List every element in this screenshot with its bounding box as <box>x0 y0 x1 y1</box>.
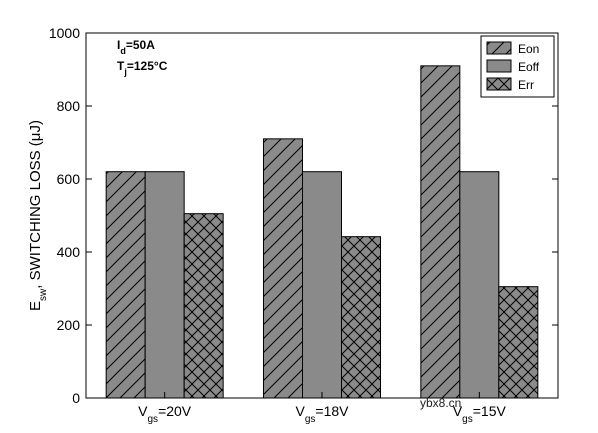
y-tick-label: 1000 <box>49 25 80 41</box>
y-tick-label: 400 <box>57 244 81 260</box>
y-axis-title: Esw, SWITCHING LOSS (μJ) <box>27 120 49 311</box>
x-tick-label: Vgs=20V <box>138 403 192 425</box>
y-axis: 0 200 400 600 800 1000 <box>49 25 558 406</box>
bar-eon-1 <box>105 171 146 399</box>
legend-swatch-eon <box>486 41 512 55</box>
x-tick-label: Vgs=15V <box>453 403 507 425</box>
annotation-temperature-main: T <box>117 59 125 73</box>
x-tick-label-tail: =20V <box>158 403 192 419</box>
y-tick-label: 0 <box>72 390 80 406</box>
bar-err-1 <box>183 213 224 399</box>
y-axis-title-main: E <box>27 301 44 311</box>
x-tick-label-sub: gs <box>305 414 316 425</box>
legend-swatch-err <box>486 77 512 91</box>
x-tick-label-tail: =15V <box>473 403 507 419</box>
legend-label-err: Err <box>518 78 534 92</box>
legend-label-eoff: Eoff <box>518 60 540 74</box>
x-tick-label-main: V <box>296 403 306 419</box>
legend: Eon Eoff Err <box>480 35 555 98</box>
y-tick-label: 800 <box>57 98 81 114</box>
bars <box>105 65 539 399</box>
bar-err-3 <box>498 286 539 399</box>
x-tick-label: Vgs=18V <box>296 403 350 425</box>
y-tick-label: 600 <box>57 171 81 187</box>
bar-eoff-1 <box>144 171 185 399</box>
x-tick-label-sub: gs <box>148 414 159 425</box>
x-tick-label-main: V <box>138 403 148 419</box>
annotation-temperature: Tj=125°C <box>117 59 168 77</box>
annotations: Id=50A Tj=125°C <box>117 38 168 77</box>
legend-swatch-eoff <box>486 59 512 73</box>
annotation-current-main: I <box>117 38 120 52</box>
y-axis-title-tail: , SWITCHING LOSS (μJ) <box>27 120 44 289</box>
watermark: ybx8.cn <box>420 396 461 410</box>
bar-eoff-2 <box>302 171 342 399</box>
x-tick-label-tail: =18V <box>315 403 349 419</box>
bar-eon-2 <box>263 138 303 399</box>
annotation-current-tail: =50A <box>126 38 155 52</box>
bar-eoff-3 <box>459 171 500 399</box>
y-axis-title-sub: sw <box>38 288 49 301</box>
annotation-current: Id=50A <box>117 38 155 56</box>
x-axis: Vgs=20V Vgs=18V Vgs=15V <box>138 392 506 425</box>
legend-label-eon: Eon <box>518 42 539 56</box>
y-tick-label: 200 <box>57 317 81 333</box>
annotation-current-sub: d <box>120 46 126 56</box>
annotation-temperature-tail: =125°C <box>127 59 168 73</box>
x-tick-label-main: V <box>453 403 463 419</box>
bar-eon-3 <box>420 65 461 399</box>
x-tick-label-sub: gs <box>462 414 473 425</box>
annotation-temperature-sub: j <box>123 67 127 77</box>
bar-err-2 <box>341 236 381 399</box>
